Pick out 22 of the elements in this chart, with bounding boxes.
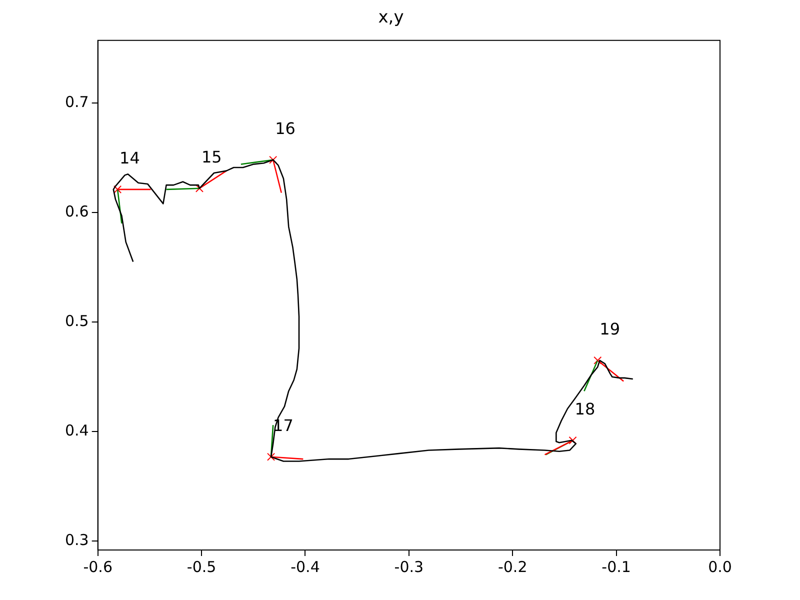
x-tick-label: -0.6 <box>83 558 112 576</box>
x-tick-label: -0.5 <box>186 558 216 576</box>
y-tick-label: 0.4 <box>64 422 89 440</box>
x-tick-label: -0.3 <box>394 558 424 576</box>
x-tick-label: -0.1 <box>602 558 631 576</box>
point <box>266 452 276 461</box>
x-tick-label: 0.0 <box>708 558 732 576</box>
y-tick-label: 0.6 <box>64 202 89 220</box>
annotation: 19 <box>600 320 620 339</box>
y-tick-label: 0.7 <box>64 92 89 111</box>
annotation: 16 <box>275 119 296 138</box>
point <box>594 356 602 364</box>
y-tick-label: 0.3 <box>64 531 89 550</box>
chart-title: x,y <box>378 8 404 28</box>
point <box>568 436 577 444</box>
y-tick-label: 0.5 <box>64 312 89 330</box>
annotation: 15 <box>201 148 222 167</box>
point <box>114 185 122 194</box>
annotation: 14 <box>120 148 140 168</box>
x-tick-label: -0.2 <box>498 558 528 576</box>
x-tick-label: -0.4 <box>290 558 320 576</box>
annotation: 18 <box>574 400 596 419</box>
